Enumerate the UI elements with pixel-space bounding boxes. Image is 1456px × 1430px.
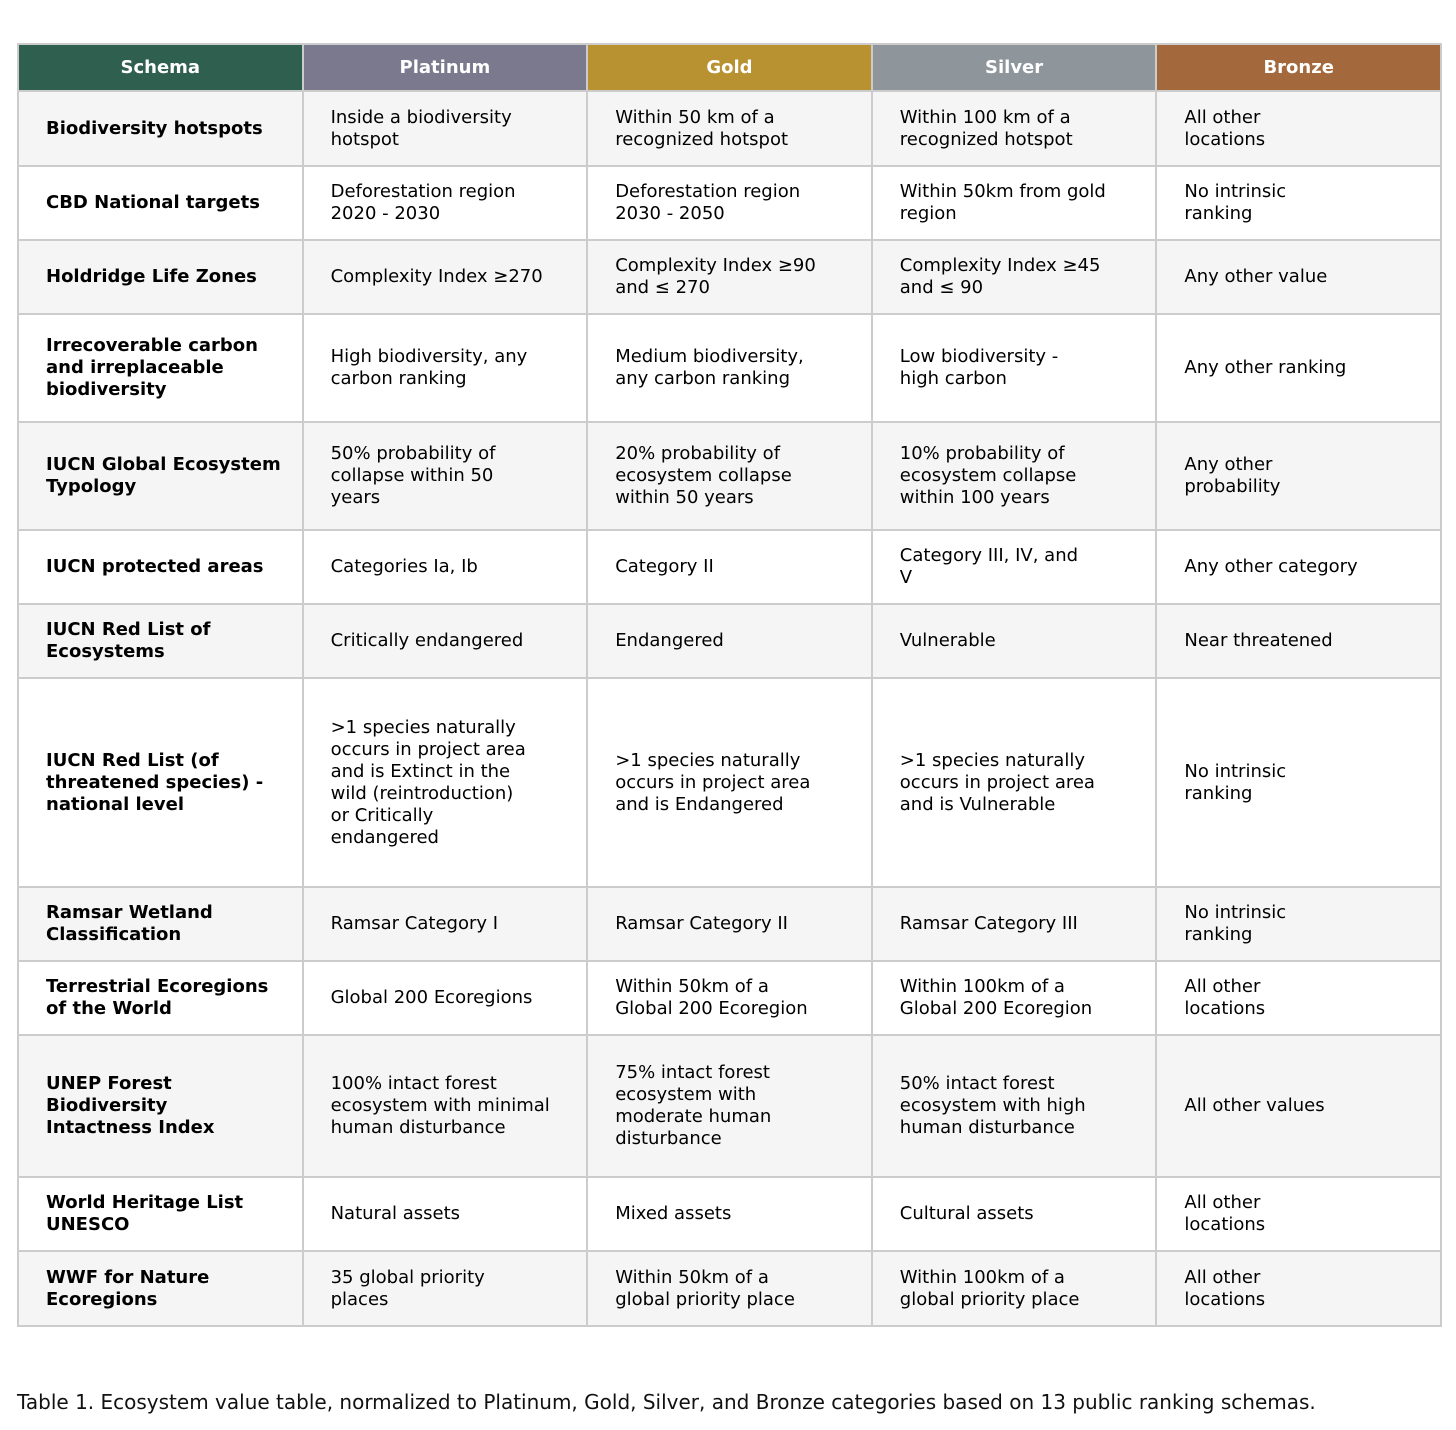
table-row: IUCN Red List (of threatened species) - … <box>17 677 1442 888</box>
platinum-cell: Critically endangered <box>301 603 589 679</box>
table-row: Biodiversity hotspots Inside a biodivers… <box>17 90 1442 167</box>
schema-cell: Ramsar Wetland Classification <box>17 886 304 962</box>
schema-cell: Holdridge Life Zones <box>17 239 304 315</box>
bronze-cell: All other values <box>1155 1034 1442 1178</box>
silver-cell: Within 100 km of a recognized hotspot <box>870 90 1158 167</box>
gold-cell: >1 species naturally occurs in project a… <box>586 677 873 888</box>
table-header-row: Schema Platinum Gold Silver Bronze <box>17 43 1442 92</box>
table-row: IUCN Red List of Ecosystems Critically e… <box>17 603 1442 679</box>
schema-cell: Irrecoverable carbon and irreplaceable b… <box>17 313 304 423</box>
bronze-cell: No intrinsic ranking <box>1155 677 1442 888</box>
table-row: Terrestrial Ecoregions of the World Glob… <box>17 960 1442 1036</box>
platinum-cell: Complexity Index ≥270 <box>301 239 589 315</box>
gold-cell: Complexity Index ≥90 and ≤ 270 <box>586 239 873 315</box>
table-row: World Heritage List UNESCO Natural asset… <box>17 1176 1442 1252</box>
bronze-cell: Any other value <box>1155 239 1442 315</box>
bronze-cell: All other locations <box>1155 90 1442 167</box>
bronze-cell: Near threatened <box>1155 603 1442 679</box>
gold-cell: 20% probability of ecosystem collapse wi… <box>586 421 873 531</box>
bronze-cell: No intrinsic ranking <box>1155 165 1442 241</box>
header-gold: Gold <box>586 43 873 92</box>
schema-cell: Biodiversity hotspots <box>17 90 304 167</box>
ecosystem-value-table: Schema Platinum Gold Silver Bronze Biodi… <box>17 43 1442 1327</box>
bronze-cell: Any other probability <box>1155 421 1442 531</box>
platinum-cell: 50% probability of collapse within 50 ye… <box>301 421 589 531</box>
table-row: WWF for Nature Ecoregions 35 global prio… <box>17 1250 1442 1327</box>
schema-cell: IUCN Red List (of threatened species) - … <box>17 677 304 888</box>
schema-cell: IUCN protected areas <box>17 529 304 605</box>
schema-cell: Terrestrial Ecoregions of the World <box>17 960 304 1036</box>
silver-cell: Low biodiversity - high carbon <box>870 313 1158 423</box>
gold-cell: Within 50km of a Global 200 Ecoregion <box>586 960 873 1036</box>
platinum-cell: Ramsar Category I <box>301 886 589 962</box>
table-row: UNEP Forest Biodiversity Intactness Inde… <box>17 1034 1442 1178</box>
silver-cell: Within 50km from gold region <box>870 165 1158 241</box>
silver-cell: Within 100km of a global priority place <box>870 1250 1158 1327</box>
bronze-cell: All other locations <box>1155 1176 1442 1252</box>
table-row: IUCN protected areas Categories Ia, Ib C… <box>17 529 1442 605</box>
platinum-cell: Deforestation region 2020 - 2030 <box>301 165 589 241</box>
bronze-cell: All other locations <box>1155 1250 1442 1327</box>
platinum-cell: Global 200 Ecoregions <box>301 960 589 1036</box>
schema-cell: UNEP Forest Biodiversity Intactness Inde… <box>17 1034 304 1178</box>
bronze-cell: Any other category <box>1155 529 1442 605</box>
gold-cell: Medium biodiversity, any carbon ranking <box>586 313 873 423</box>
silver-cell: Complexity Index ≥45 and ≤ 90 <box>870 239 1158 315</box>
table-row: Irrecoverable carbon and irreplaceable b… <box>17 313 1442 423</box>
header-platinum: Platinum <box>301 43 589 92</box>
table-row: Holdridge Life Zones Complexity Index ≥2… <box>17 239 1442 315</box>
silver-cell: Cultural assets <box>870 1176 1158 1252</box>
gold-cell: Ramsar Category II <box>586 886 873 962</box>
header-silver: Silver <box>870 43 1158 92</box>
silver-cell: Within 100km of a Global 200 Ecoregion <box>870 960 1158 1036</box>
schema-cell: WWF for Nature Ecoregions <box>17 1250 304 1327</box>
silver-cell: 50% intact forest ecosystem with high hu… <box>870 1034 1158 1178</box>
silver-cell: Ramsar Category III <box>870 886 1158 962</box>
schema-cell: IUCN Red List of Ecosystems <box>17 603 304 679</box>
header-schema: Schema <box>17 43 304 92</box>
header-bronze: Bronze <box>1155 43 1442 92</box>
schema-cell: CBD National targets <box>17 165 304 241</box>
gold-cell: Endangered <box>586 603 873 679</box>
schema-cell: IUCN Global Ecosystem Typology <box>17 421 304 531</box>
silver-cell: Vulnerable <box>870 603 1158 679</box>
bronze-cell: All other locations <box>1155 960 1442 1036</box>
platinum-cell: Natural assets <box>301 1176 589 1252</box>
platinum-cell: 35 global priority places <box>301 1250 589 1327</box>
gold-cell: Within 50km of a global priority place <box>586 1250 873 1327</box>
platinum-cell: Categories Ia, Ib <box>301 529 589 605</box>
gold-cell: Within 50 km of a recognized hotspot <box>586 90 873 167</box>
platinum-cell: >1 species naturally occurs in project a… <box>301 677 589 888</box>
platinum-cell: Inside a biodiversity hotspot <box>301 90 589 167</box>
bronze-cell: No intrinsic ranking <box>1155 886 1442 962</box>
table-caption: Table 1. Ecosystem value table, normaliz… <box>17 1390 1316 1414</box>
silver-cell: Category III, IV, and V <box>870 529 1158 605</box>
gold-cell: 75% intact forest ecosystem with moderat… <box>586 1034 873 1178</box>
gold-cell: Category II <box>586 529 873 605</box>
schema-cell: World Heritage List UNESCO <box>17 1176 304 1252</box>
platinum-cell: High biodiversity, any carbon ranking <box>301 313 589 423</box>
silver-cell: 10% probability of ecosystem collapse wi… <box>870 421 1158 531</box>
table-row: Ramsar Wetland Classification Ramsar Cat… <box>17 886 1442 962</box>
bronze-cell: Any other ranking <box>1155 313 1442 423</box>
silver-cell: >1 species naturally occurs in project a… <box>870 677 1158 888</box>
gold-cell: Deforestation region 2030 - 2050 <box>586 165 873 241</box>
table-row: CBD National targets Deforestation regio… <box>17 165 1442 241</box>
gold-cell: Mixed assets <box>586 1176 873 1252</box>
platinum-cell: 100% intact forest ecosystem with minima… <box>301 1034 589 1178</box>
table-row: IUCN Global Ecosystem Typology 50% proba… <box>17 421 1442 531</box>
